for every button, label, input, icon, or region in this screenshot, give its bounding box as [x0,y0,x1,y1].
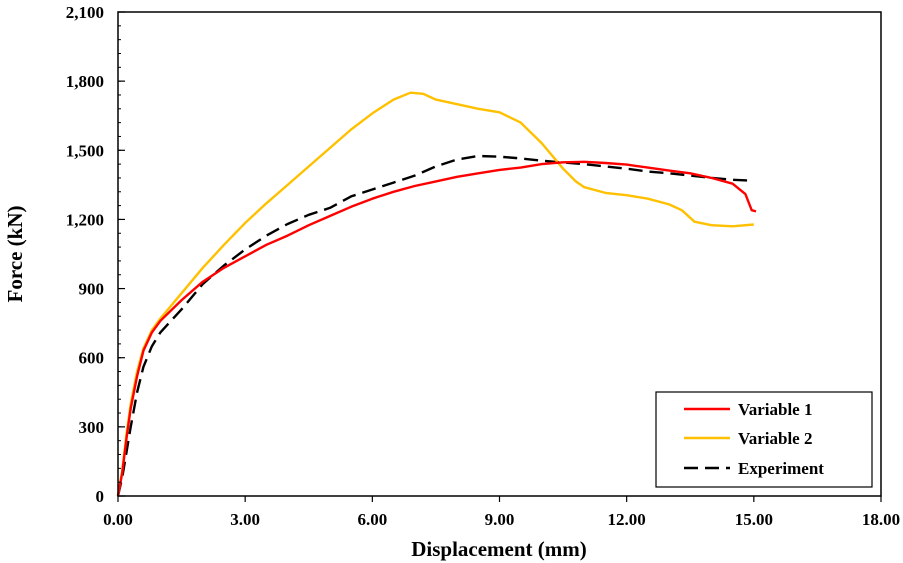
y-tick-label: 300 [79,418,105,437]
y-tick-label: 1,200 [66,210,104,229]
series-layer [116,91,757,497]
y-axis-ticks: 0 300 600 900 1,200 1,500 1,800 2,100 [66,3,125,506]
series-line-experiment [116,154,754,497]
x-tick-label: 3.00 [230,510,260,529]
y-tick-label: 0 [96,487,105,506]
legend-label: Experiment [738,459,824,478]
y-tick-label: 1,800 [66,72,104,91]
y-tick-label: 1,500 [66,141,104,160]
x-axis-title: Displacement (mm) [411,537,587,561]
x-tick-label: 15.00 [735,510,773,529]
y-tick-label: 900 [79,280,105,299]
series-line-variable-1 [116,160,757,497]
y-tick-label: 600 [79,349,105,368]
legend-label: Variable 2 [738,429,812,448]
legend-label: Variable 1 [738,400,812,419]
x-axis-ticks: 0.00 3.00 6.00 9.00 12.00 15.00 18.00 [103,496,900,529]
series-line-variable-2 [116,91,754,497]
legend: Variable 1 Variable 2 Experiment [655,391,873,488]
y-axis-title: Force (kN) [3,206,27,303]
x-tick-label: 18.00 [862,510,900,529]
x-tick-label: 12.00 [608,510,646,529]
x-tick-label: 9.00 [485,510,515,529]
x-tick-label: 6.00 [357,510,387,529]
y-tick-label: 2,100 [66,3,104,22]
x-tick-label: 0.00 [103,510,133,529]
